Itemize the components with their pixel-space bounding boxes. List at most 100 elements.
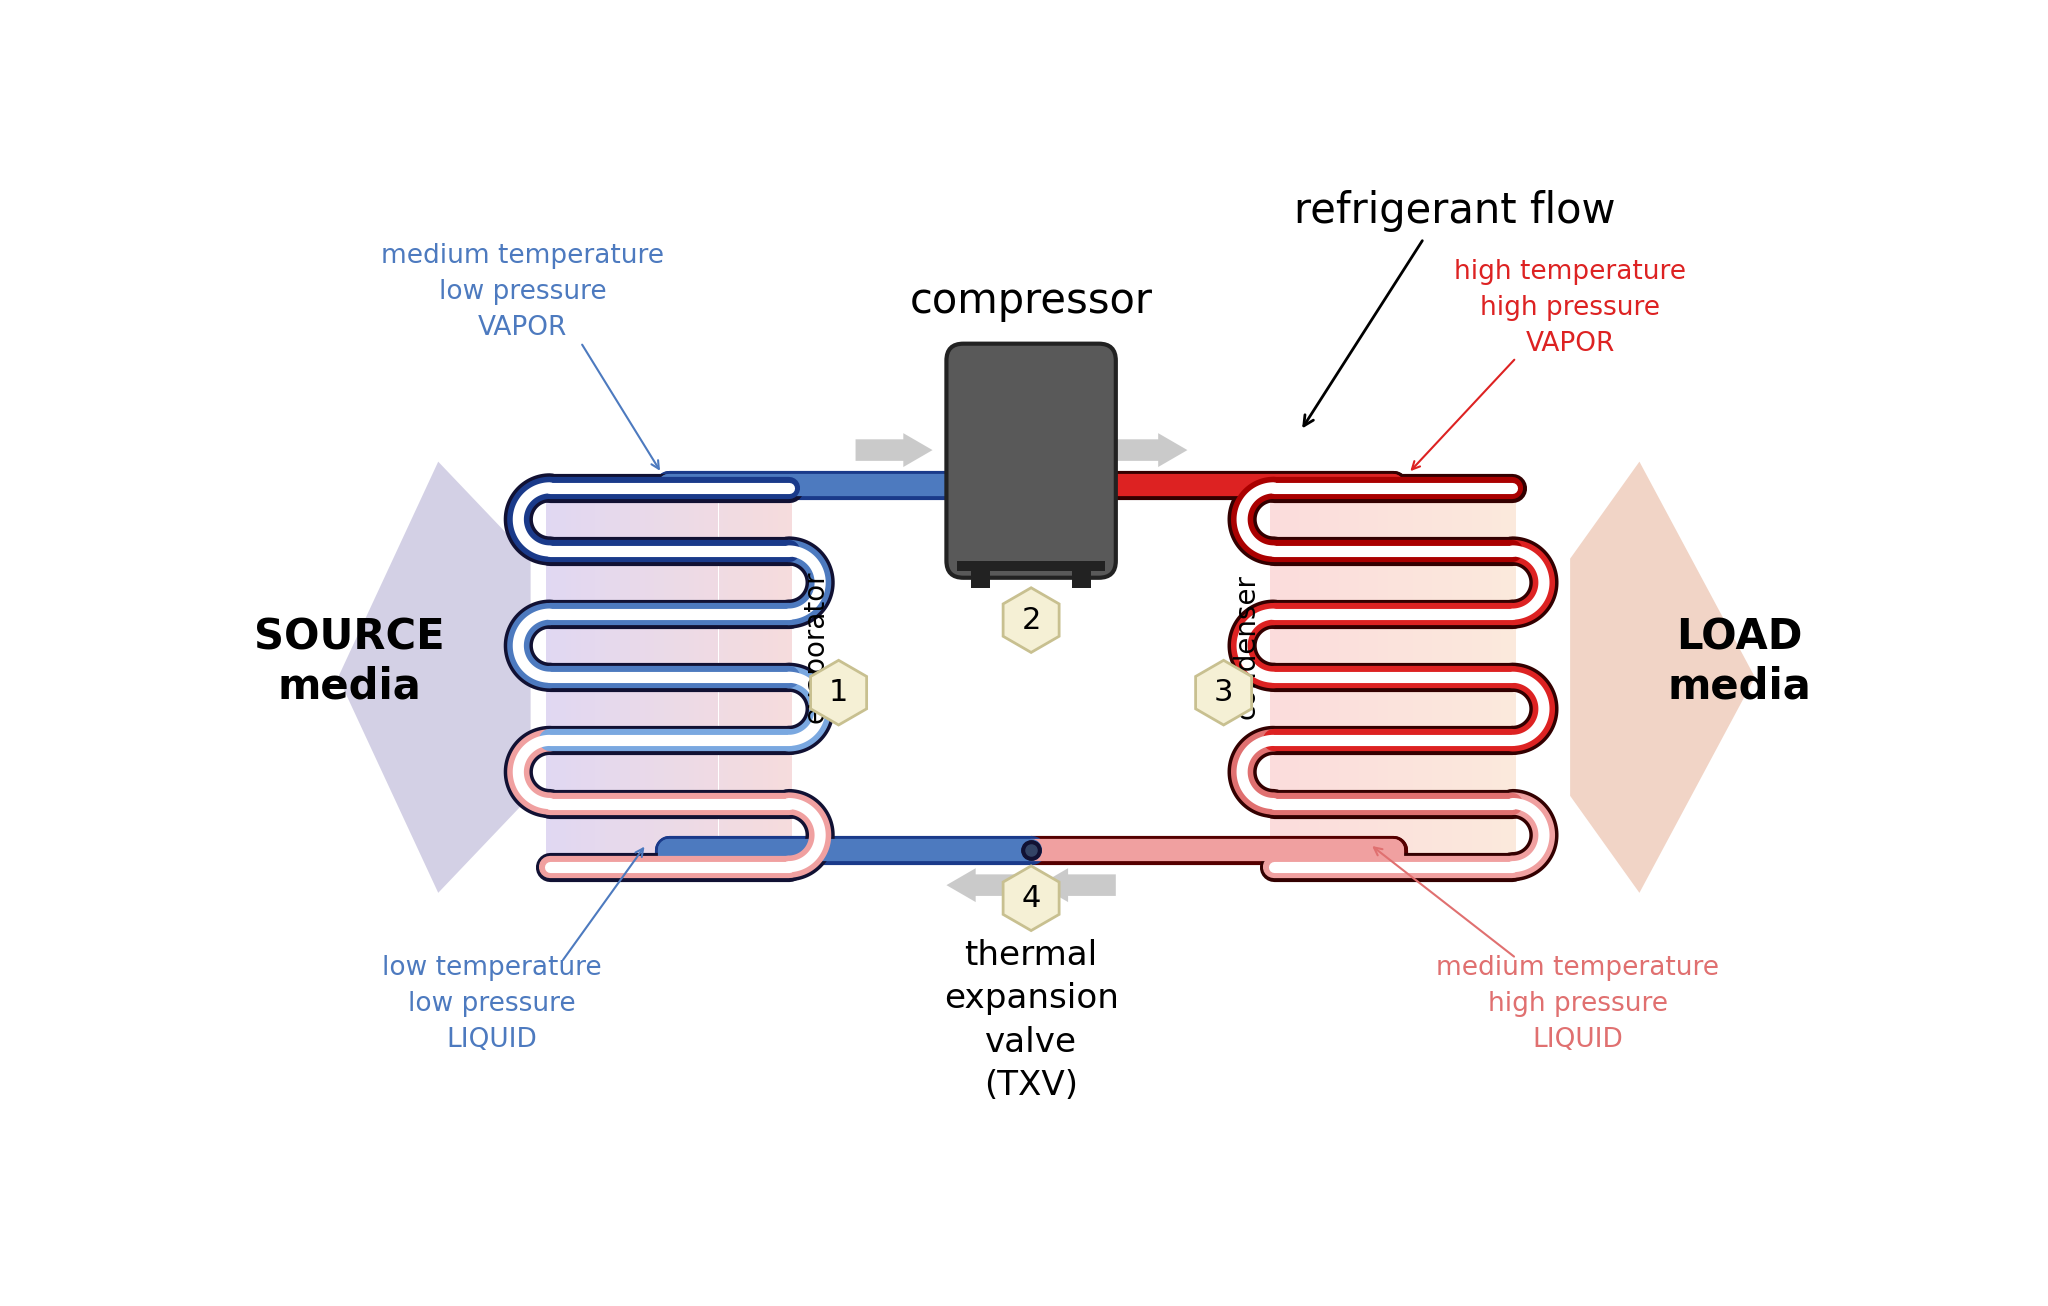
Bar [1511, 485, 1516, 871]
Bar [1427, 485, 1432, 871]
Bar [1448, 485, 1452, 871]
Bar [1477, 485, 1481, 871]
Bar [571, 485, 575, 871]
Text: refrigerant flow: refrigerant flow [1294, 191, 1616, 232]
Bar [621, 485, 625, 871]
Bar [635, 485, 639, 871]
Bar [631, 485, 635, 871]
Bar [1487, 485, 1491, 871]
Bar [1309, 485, 1315, 871]
Bar [748, 485, 754, 871]
Bar [754, 485, 758, 871]
Text: SOURCE
media: SOURCE media [254, 616, 444, 707]
Polygon shape [1110, 434, 1188, 468]
Polygon shape [338, 461, 530, 893]
Bar [1466, 485, 1473, 871]
Bar [625, 485, 631, 871]
Text: thermal
expansion
valve
(TXV): thermal expansion valve (TXV) [944, 939, 1118, 1102]
Bar [1350, 485, 1354, 871]
Bar [649, 485, 655, 871]
Bar [580, 485, 586, 871]
Bar [659, 485, 664, 871]
Bar [590, 485, 596, 871]
Bar [733, 485, 737, 871]
Bar [1343, 485, 1350, 871]
Bar [1378, 485, 1382, 871]
Bar [1071, 571, 1092, 588]
Bar [1442, 485, 1448, 871]
Bar [1354, 485, 1358, 871]
Polygon shape [1571, 461, 1755, 893]
Bar [655, 485, 659, 871]
Bar [1294, 485, 1298, 871]
Bar [1364, 485, 1368, 871]
Bar [1389, 485, 1393, 871]
Polygon shape [1004, 866, 1059, 931]
Bar [561, 485, 565, 871]
Bar [772, 485, 778, 871]
Bar [743, 485, 748, 871]
Bar [1507, 485, 1511, 871]
Bar [758, 485, 762, 871]
Bar [1333, 485, 1339, 871]
Bar [604, 485, 610, 871]
Bar [1423, 485, 1427, 871]
FancyBboxPatch shape [946, 343, 1116, 577]
Text: compressor: compressor [909, 279, 1153, 323]
Bar [1290, 485, 1294, 871]
Text: LOAD
media: LOAD media [1667, 616, 1810, 707]
Bar [674, 485, 680, 871]
Bar [1432, 485, 1438, 871]
Text: 4: 4 [1022, 884, 1040, 913]
Bar [1270, 485, 1274, 871]
Bar [698, 485, 705, 871]
Bar [729, 485, 733, 871]
Bar [762, 485, 768, 871]
Bar [1473, 485, 1477, 871]
Bar [600, 485, 604, 871]
Bar [737, 485, 743, 871]
Polygon shape [1038, 868, 1116, 902]
Bar [709, 485, 713, 871]
Bar [723, 485, 729, 871]
Bar [1323, 485, 1329, 871]
Bar [586, 485, 590, 871]
Text: 3: 3 [1214, 678, 1233, 707]
Bar [1382, 485, 1389, 871]
Bar [719, 485, 723, 871]
Bar [971, 571, 991, 588]
Polygon shape [811, 661, 866, 725]
Bar [1358, 485, 1364, 871]
Bar [1462, 485, 1466, 871]
Bar [1417, 485, 1423, 871]
Bar [1413, 485, 1417, 871]
Bar [575, 485, 580, 871]
Bar [1501, 485, 1507, 871]
Bar [788, 485, 793, 871]
Text: condenser: condenser [1233, 573, 1262, 718]
Text: medium temperature
low pressure
VAPOR: medium temperature low pressure VAPOR [381, 243, 664, 341]
Bar [705, 485, 709, 871]
Bar [1298, 485, 1305, 871]
Bar [1491, 485, 1497, 871]
Polygon shape [946, 868, 1024, 902]
Bar [596, 485, 600, 871]
Bar [1403, 485, 1407, 871]
Bar [1481, 485, 1487, 871]
Bar [639, 485, 645, 871]
Bar [645, 485, 649, 871]
Polygon shape [856, 434, 932, 468]
Bar [1374, 485, 1378, 871]
Bar [956, 560, 1106, 571]
Bar [1280, 485, 1284, 871]
Bar [664, 485, 670, 871]
Bar [1438, 485, 1442, 871]
Bar [1456, 485, 1462, 871]
Bar [551, 485, 555, 871]
Bar [1497, 485, 1501, 871]
Bar [547, 485, 551, 871]
Bar [1368, 485, 1374, 871]
Bar [1393, 485, 1399, 871]
Text: 2: 2 [1022, 606, 1040, 635]
Bar [684, 485, 688, 871]
